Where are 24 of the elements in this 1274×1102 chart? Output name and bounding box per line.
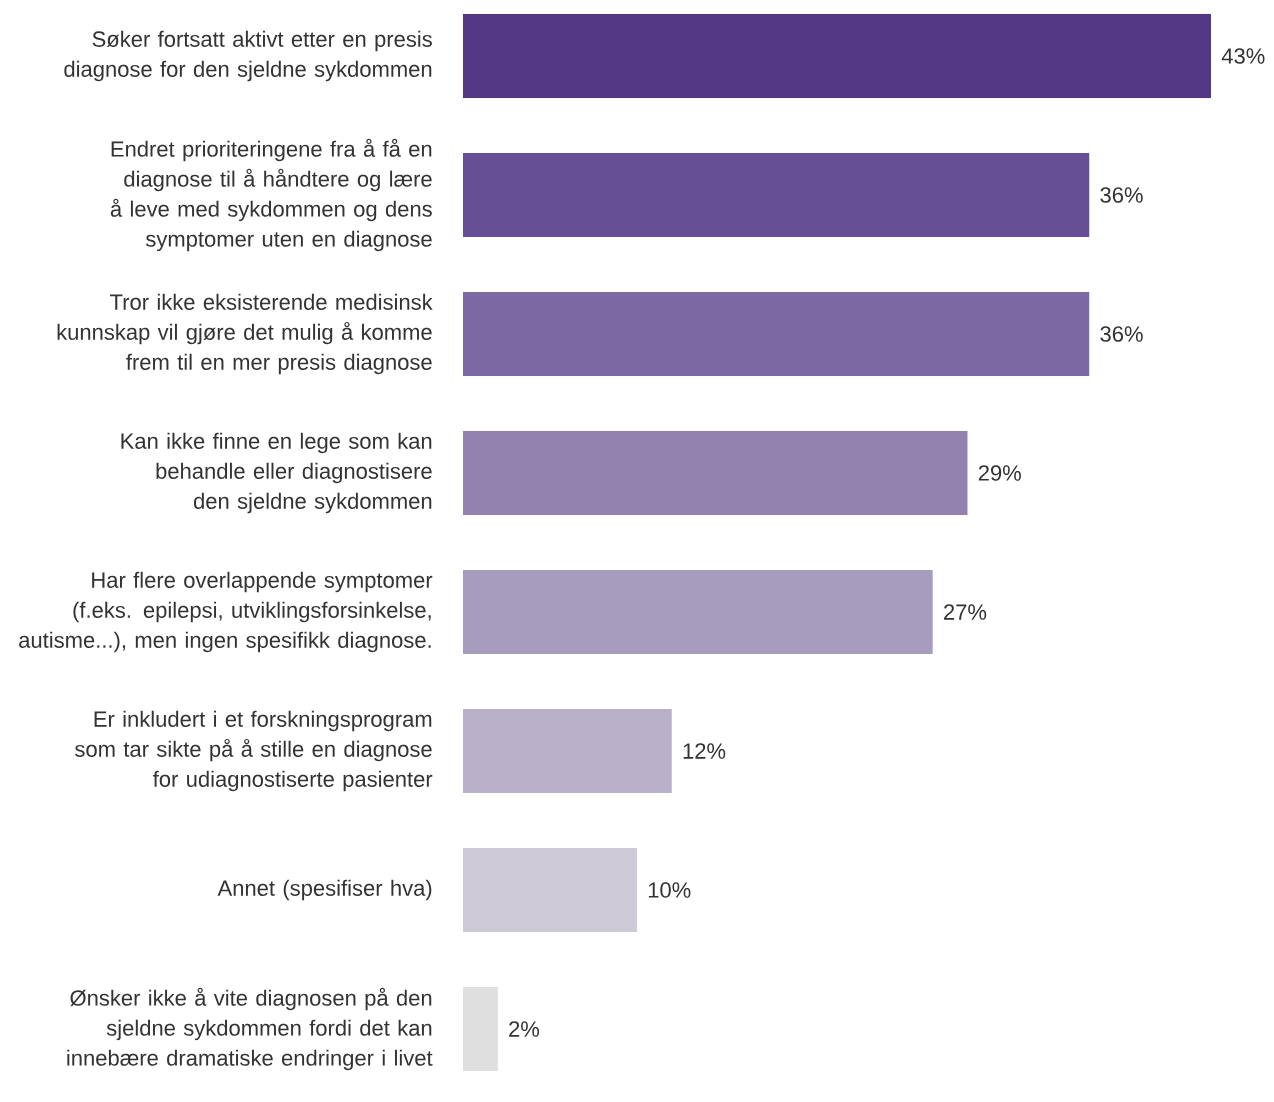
data-label: 2% (509, 1021, 540, 1037)
y-tick-label: Er inkludert i et forskningsprogram som tar sikte på å stille en diagnose for udiagnostiserte pasienter (75, 710, 433, 792)
bar (463, 14, 1212, 99)
y-tick-label: Tror ikke eksisterende medisinsk kunnskap vil gjøre det mulig å komme frem til en mer presis diagnose (57, 293, 433, 375)
y-tick-label: Kan ikke finne en lege som kan behandle eller diagnostisere den sjeldne sykdommen (121, 432, 432, 514)
bar (463, 570, 933, 655)
y-tick-label: Søker fortsatt aktivt etter en presis diagnose for den sjeldne sykdommen (64, 30, 432, 82)
y-tick-label: Endret prioriteringene fra å få en diagnose til å håndtere og lære å leve med sykdommen og dens symptomer uten en diagnose (110, 138, 432, 252)
bar (463, 431, 968, 516)
data-label: 36% (1100, 326, 1143, 342)
data-label: 12% (683, 743, 726, 759)
data-label: 27% (944, 604, 987, 620)
bar (463, 987, 498, 1072)
bar (463, 848, 637, 933)
y-tick-label: Har flere overlappende symptomer (f.eks. epilepsi, utviklingsforsinkelse, autisme...), men ingen spesifikk diagnose. (19, 571, 433, 653)
data-label: 29% (978, 465, 1021, 481)
y-tick-label: Ønsker ikke å vite diagnosen på den sjeldne sykdommen fordi det kan innebære dramatiske endringer i livet (67, 987, 433, 1071)
data-label: 10% (648, 882, 691, 898)
bar (463, 709, 672, 794)
data-label: 36% (1100, 187, 1143, 203)
data-label: 43% (1221, 48, 1265, 64)
bar (463, 292, 1090, 377)
bar (463, 153, 1090, 238)
y-tick-label: Annet (spesifiser hva) (217, 879, 432, 901)
